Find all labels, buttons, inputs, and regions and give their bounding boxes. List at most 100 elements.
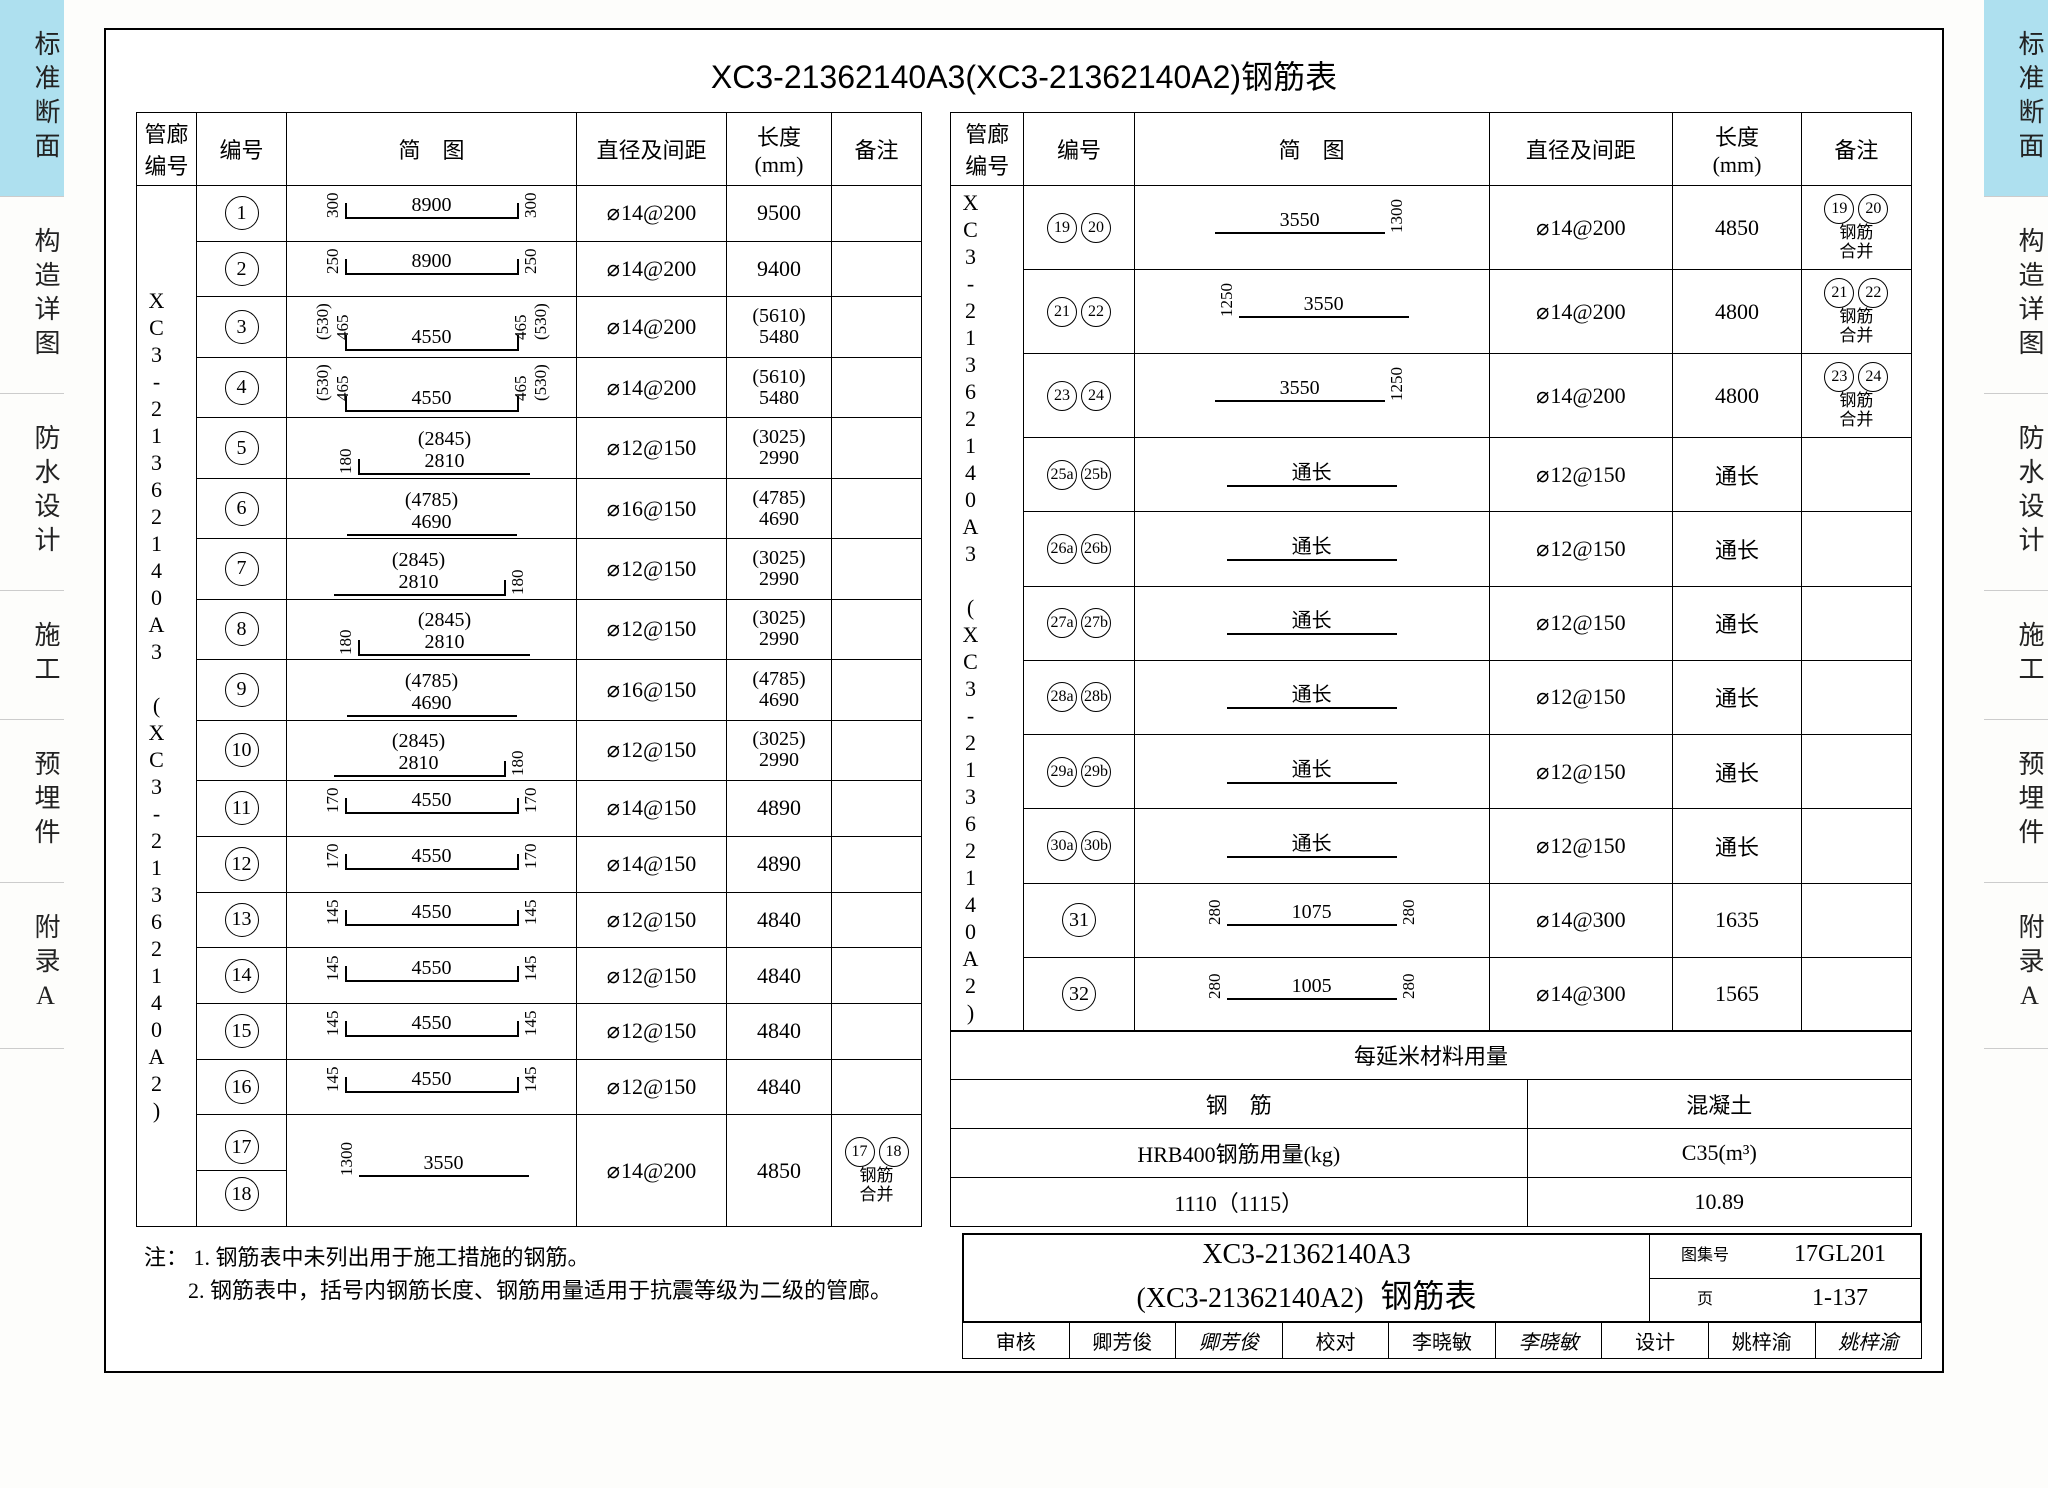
row-note [832, 478, 922, 538]
row-note [832, 781, 922, 837]
row-length: 通长 [1673, 809, 1802, 883]
row-diameter: 12@150 [577, 599, 727, 659]
row-diameter: 12@150 [577, 892, 727, 948]
row-length: 4850 [1673, 186, 1802, 270]
notes-prefix: 注： [144, 1245, 188, 1270]
review-label: 审核 [963, 1323, 1070, 1358]
row-diameter: 12@150 [577, 418, 727, 478]
row-length: 4840 [727, 892, 832, 948]
row-note [832, 297, 922, 357]
row-diameter: 14@200 [1489, 354, 1673, 438]
row-num: 30a30b [1024, 809, 1134, 883]
tab-standard-section[interactable]: 标准断面 [0, 0, 64, 197]
row-diameter: 14@150 [577, 781, 727, 837]
row-diagram: 3008900300 [287, 186, 577, 242]
row-num: 11 [197, 781, 287, 837]
row-diagram: 通长 [1134, 438, 1489, 512]
th-guanlang-r: 管廊编号 [951, 113, 1024, 186]
row-num: 32 [1024, 957, 1134, 1031]
atlas-label: 图集号 [1650, 1235, 1760, 1279]
row-diagram: 1704550170 [287, 836, 577, 892]
row-diameter: 12@150 [1489, 809, 1673, 883]
concrete-label: 混凝土 [1527, 1080, 1911, 1129]
row-diameter: 12@150 [577, 1003, 727, 1059]
row-length: 通长 [1673, 512, 1802, 586]
tab-waterproof-r[interactable]: 防水设计 [1984, 394, 2048, 591]
row-num: 26a26b [1024, 512, 1134, 586]
tab-construction[interactable]: 施工 [0, 591, 64, 720]
row-diameter: 14@300 [1489, 883, 1673, 957]
tab-detail-r[interactable]: 构造详图 [1984, 197, 2048, 394]
tab-standard-section-r[interactable]: 标准断面 [1984, 0, 2048, 197]
row-diameter: 16@150 [577, 660, 727, 720]
th-note: 备注 [832, 113, 922, 186]
row-length: 4840 [727, 948, 832, 1004]
row-diagram: 通长 [1134, 735, 1489, 809]
row-diagram: 2508900250 [287, 241, 577, 297]
tab-detail[interactable]: 构造详图 [0, 197, 64, 394]
row-num: 2324 [1024, 354, 1134, 438]
row-diagram: 通长 [1134, 586, 1489, 660]
row-diagram: 35501250 [1134, 354, 1489, 438]
row-num: 31 [1024, 883, 1134, 957]
row-length: 9500 [727, 186, 832, 242]
right-tab-strip: 标准断面 构造详图 防水设计 施工 预埋件 附录A [1984, 0, 2048, 1488]
tab-waterproof[interactable]: 防水设计 [0, 394, 64, 591]
row-num: 9 [197, 660, 287, 720]
rebar-label: 钢 筋 [951, 1080, 1528, 1129]
row-length: (5610)5480 [727, 297, 832, 357]
tab-embedded-r[interactable]: 预埋件 [1984, 720, 2048, 883]
row-diameter: 12@150 [1489, 438, 1673, 512]
row-note [832, 186, 922, 242]
row-num: 7 [197, 539, 287, 599]
row-length: 通长 [1673, 660, 1802, 734]
tab-appendix-a-r[interactable]: 附录A [1984, 883, 2048, 1049]
row-diagram: 180(2845)2810 [287, 418, 577, 478]
material-title: 每延米材料用量 [951, 1031, 1912, 1080]
row-num: 5 [197, 418, 287, 478]
row-diameter: 12@150 [577, 948, 727, 1004]
row-diameter: 16@150 [577, 478, 727, 538]
th-note-r: 备注 [1801, 113, 1911, 186]
row-note [832, 241, 922, 297]
row-diameter: 14@200 [1489, 186, 1673, 270]
titleblock-main: XC3-21362140A3 (XC3-21362140A2) 钢筋表 [968, 1239, 1645, 1317]
row-diameter: 12@150 [1489, 512, 1673, 586]
design-sig: 姚梓渝 [1816, 1323, 1922, 1358]
th-num: 编号 [197, 113, 287, 186]
row-diagram: 1454550145 [287, 1003, 577, 1059]
row-note: 2122钢筋合并 [1801, 270, 1911, 354]
row-diagram: 180(2845)2810 [287, 599, 577, 659]
row-note [832, 948, 922, 1004]
row-note [1801, 660, 1911, 734]
row-note [832, 539, 922, 599]
row-diagram: (2845)2810180 [287, 720, 577, 780]
row-num: 3 [197, 297, 287, 357]
row-length: 1565 [1673, 957, 1802, 1031]
outer-frame: XC3-21362140A3(XC3-21362140A2)钢筋表 管廊编号 编… [104, 28, 1944, 1373]
review-name: 卿芳俊 [1070, 1323, 1177, 1358]
tab-appendix-a[interactable]: 附录A [0, 883, 64, 1049]
row-note [832, 720, 922, 780]
row-length: 4840 [727, 1003, 832, 1059]
row-num: 13 [197, 892, 287, 948]
row-num: 28a28b [1024, 660, 1134, 734]
row-length: 4800 [1673, 270, 1802, 354]
note-1: 1. 钢筋表中未列出用于施工措施的钢筋。 [194, 1245, 590, 1270]
row-note [1801, 809, 1911, 883]
tab-embedded[interactable]: 预埋件 [0, 720, 64, 883]
th-diagram-r: 简 图 [1134, 113, 1489, 186]
row-length: (3025)2990 [727, 599, 832, 659]
review-sig: 卿芳俊 [1176, 1323, 1283, 1358]
row-num: 4 [197, 357, 287, 417]
row-diameter: 12@150 [1489, 735, 1673, 809]
row-note: 2324钢筋合并 [1801, 354, 1911, 438]
row-diameter: 12@150 [1489, 660, 1673, 734]
row-note [1801, 883, 1911, 957]
row-diameter: 12@150 [577, 539, 727, 599]
page-val: 1-137 [1760, 1279, 1920, 1322]
row-num: 8 [197, 599, 287, 659]
row-note [832, 1059, 922, 1115]
tab-construction-r[interactable]: 施工 [1984, 591, 2048, 720]
row-note: 1920钢筋合并 [1801, 186, 1911, 270]
